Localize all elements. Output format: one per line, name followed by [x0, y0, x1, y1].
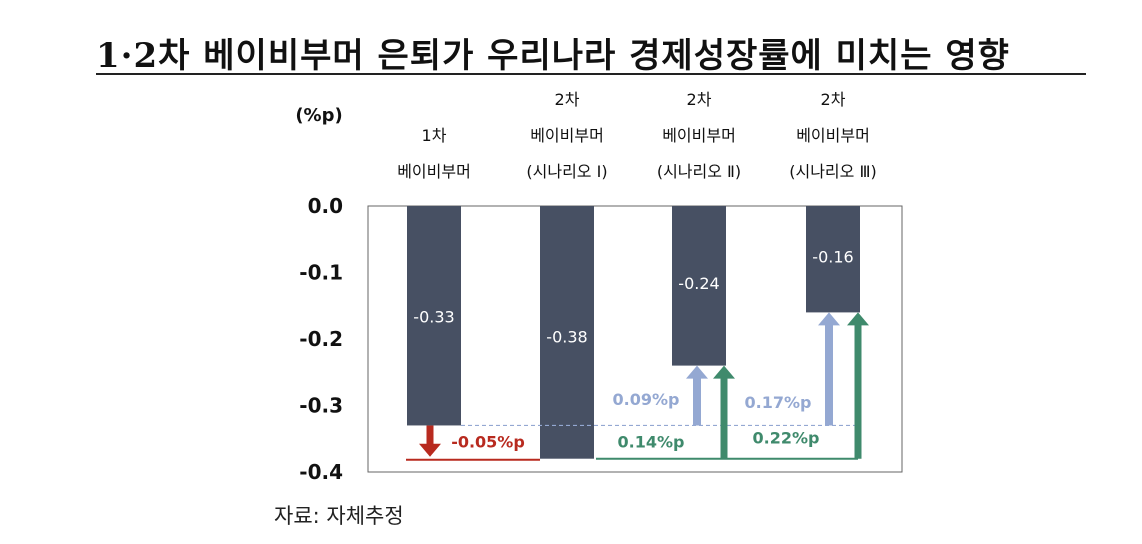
bar	[806, 206, 860, 313]
category-label: 베이비부머	[530, 126, 604, 145]
blue-up-arrow	[686, 365, 708, 426]
bar	[540, 206, 594, 459]
bar	[407, 206, 461, 426]
green-up-arrow	[713, 365, 735, 459]
category-label: 2차	[687, 90, 712, 109]
y-tick-label: -0.4	[299, 460, 343, 484]
plot-frame	[367, 205, 903, 473]
blue-up-arrow	[818, 312, 840, 426]
green-up-arrow	[847, 312, 869, 459]
y-tick-label: -0.3	[299, 394, 343, 418]
bar-value-label: -0.38	[546, 327, 587, 346]
category-label: 베이비부머	[662, 126, 736, 145]
title-underline	[96, 73, 1086, 75]
annotation-label: 0.09%p	[613, 390, 680, 409]
bar	[672, 206, 726, 366]
bar-value-label: -0.16	[812, 248, 853, 267]
y-tick-label: -0.1	[299, 261, 343, 285]
annotation-label: 0.14%p	[618, 433, 685, 452]
source-note: 자료: 자체추정	[274, 504, 404, 528]
category-label: 베이비부머	[796, 126, 870, 145]
category-label: 베이비부머	[397, 162, 471, 181]
chart-title: 1·2차 베이비부머 은퇴가 우리나라 경제성장률에 미치는 영향	[96, 36, 1010, 76]
category-label: (시나리오 Ⅰ)	[526, 162, 607, 181]
annotation-label: 0.17%p	[745, 393, 812, 412]
category-label: 2차	[555, 90, 580, 109]
category-label: 1차	[422, 126, 447, 145]
y-tick-label: 0.0	[308, 194, 343, 218]
red-down-arrow	[419, 425, 441, 457]
category-label: 2차	[821, 90, 846, 109]
y-tick-label: -0.2	[299, 327, 343, 351]
category-label: (시나리오 Ⅱ)	[657, 162, 741, 181]
annotation-label: 0.22%p	[753, 429, 820, 448]
annotation-label: -0.05%p	[451, 433, 525, 452]
bar-value-label: -0.24	[678, 274, 719, 293]
y-axis-unit-label: (%p)	[295, 105, 342, 126]
bar-value-label: -0.33	[413, 307, 454, 326]
category-label: (시나리오 Ⅲ)	[789, 162, 876, 181]
